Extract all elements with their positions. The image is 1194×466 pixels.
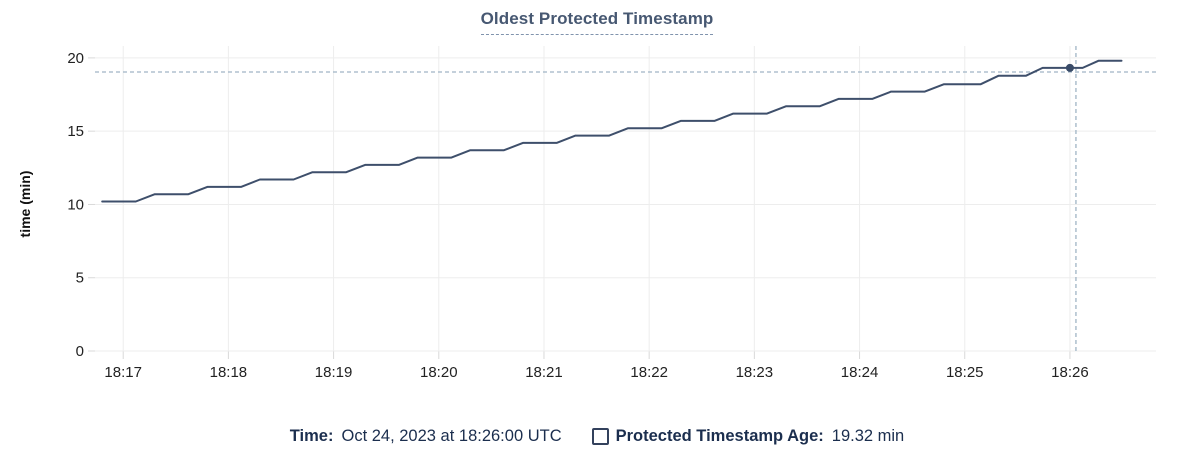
y-tick-label: 0: [76, 343, 84, 360]
series-checkbox[interactable]: [591, 427, 609, 445]
y-tick-label: 10: [67, 196, 84, 213]
y-axis-title: time (min): [17, 171, 33, 238]
x-tick-label: 18:23: [736, 364, 774, 381]
legend-time-label: Time:: [289, 426, 334, 445]
chart-title-text: Oldest Protected Timestamp: [480, 9, 714, 35]
plot-area[interactable]: 18:17 18:18 18:19 18:20 18:21 18:22 18:23 18:24…: [0, 0, 1194, 400]
y-tick-label: 15: [67, 123, 84, 140]
legend-series-group: Protected Timestamp Age: 19.32 min: [591, 426, 905, 446]
hover-legend: Time: Oct 24, 2023 at 18:26:00 UTC Prote…: [0, 421, 1194, 451]
x-tick-label: 18:22: [630, 364, 668, 381]
y-tick-label: 5: [76, 270, 84, 287]
x-tick-label: 18:19: [315, 364, 353, 381]
x-tick-label: 18:20: [420, 364, 458, 381]
x-tick-label: 18:26: [1051, 364, 1089, 381]
x-tick-label: 18:25: [946, 364, 984, 381]
chart-title: Oldest Protected Timestamp: [0, 9, 1194, 35]
legend-time-value: Oct 24, 2023 at 18:26:00 UTC: [341, 426, 562, 445]
legend-series-label: Protected Timestamp Age:: [615, 426, 824, 445]
x-tick-label: 18:17: [104, 364, 142, 381]
x-tick-label: 18:24: [841, 364, 879, 381]
legend-series-value: 19.32 min: [831, 426, 905, 445]
hover-point: [1065, 63, 1074, 72]
series-line: [101, 59, 1123, 203]
y-tick-label: 20: [67, 50, 84, 67]
x-tick-label: 18:21: [525, 364, 563, 381]
x-tick-label: 18:18: [210, 364, 248, 381]
